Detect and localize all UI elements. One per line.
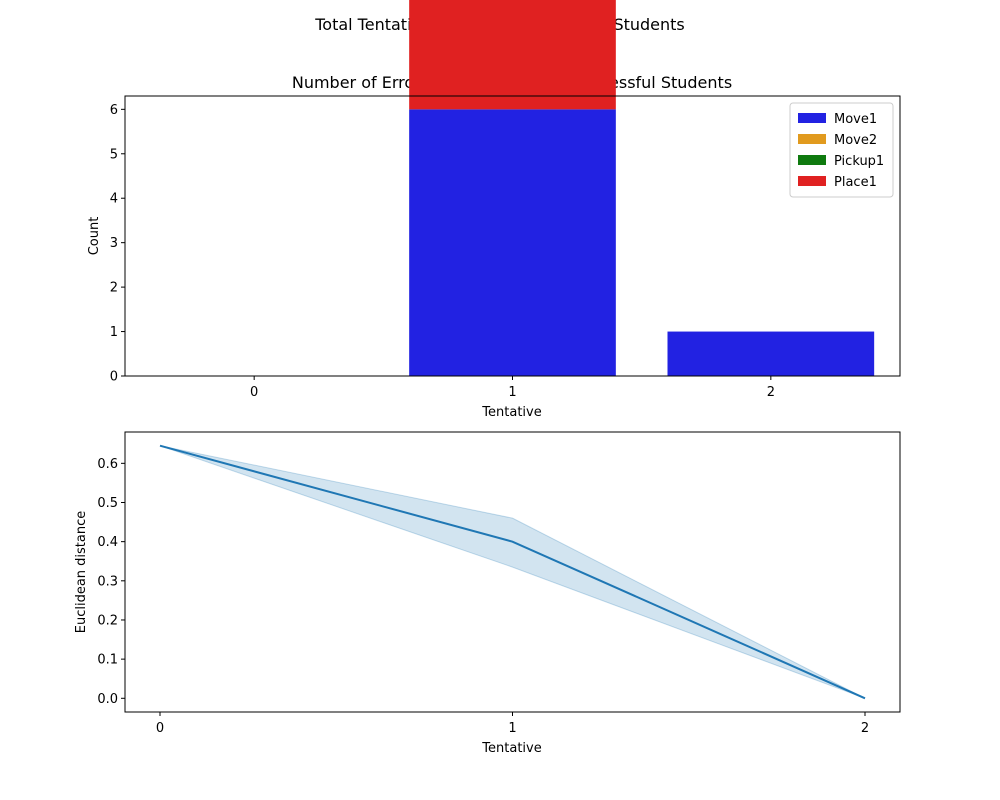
y-tick-label: 0.2 xyxy=(97,613,118,628)
y-tick-label: 3 xyxy=(110,236,118,251)
bar-place1-1 xyxy=(409,0,616,110)
legend-label-pickup1: Pickup1 xyxy=(834,154,884,169)
bar-chart-legend: Move1 Move2 Pickup1 Place1 xyxy=(789,102,894,198)
y-tick-label: 0 xyxy=(110,370,118,385)
bar-chart-frame xyxy=(124,95,901,377)
legend-box xyxy=(789,102,894,198)
y-tick-label: 0.5 xyxy=(97,496,118,511)
x-tick-label: 0 xyxy=(250,385,258,400)
line-chart-series xyxy=(159,444,866,700)
legend-label-move2: Move2 xyxy=(834,133,877,148)
y-tick-label: 0.6 xyxy=(97,457,118,472)
legend-swatch-move2 xyxy=(798,134,826,144)
bar-move1-1 xyxy=(409,109,616,376)
y-tick-label: 0.4 xyxy=(97,535,118,550)
line-chart-y-axis-label: Euclidean distance xyxy=(74,511,89,634)
bar-chart-y-ticks: 0 1 2 3 4 5 6 xyxy=(110,103,125,385)
legend-label-move1: Move1 xyxy=(834,112,877,127)
legend-swatch-pickup1 xyxy=(798,155,826,165)
line-chart-y-ticks: 0.0 0.1 0.2 0.3 0.4 0.5 0.6 xyxy=(97,457,125,707)
line-chart: 0.0 0.1 0.2 0.3 0.4 0.5 0.6 0 1 2 Tentative Eucl… xyxy=(74,431,901,756)
bar-chart-x-ticks: 0 1 2 xyxy=(250,376,775,400)
y-tick-label: 0.3 xyxy=(97,574,118,589)
x-tick-label: 1 xyxy=(508,721,516,736)
legend-label-place1: Place1 xyxy=(834,175,877,190)
y-tick-label: 0.0 xyxy=(97,692,118,707)
line-chart-confidence-band xyxy=(159,445,866,699)
series-line xyxy=(159,444,866,700)
x-tick-label: 0 xyxy=(156,721,164,736)
y-tick-label: 6 xyxy=(110,103,118,118)
bar-chart-x-axis-label: Tentative xyxy=(481,405,541,420)
line-chart-x-ticks: 0 1 2 xyxy=(156,712,869,736)
x-tick-label: 2 xyxy=(767,385,775,400)
y-tick-label: 2 xyxy=(110,281,118,296)
bar-chart-bars xyxy=(409,0,875,376)
bar-move1-2 xyxy=(667,331,875,376)
x-tick-label: 1 xyxy=(508,385,516,400)
legend-swatch-place1 xyxy=(798,176,826,186)
y-tick-label: 0.1 xyxy=(97,653,118,668)
bar-chart-y-axis-label: Count xyxy=(87,217,102,256)
line-chart-frame xyxy=(124,431,901,713)
y-tick-label: 5 xyxy=(110,147,118,162)
line-chart-x-axis-label: Tentative xyxy=(481,741,541,756)
confidence-band xyxy=(159,445,866,699)
x-tick-label: 2 xyxy=(861,721,869,736)
bar-chart: Number of Errors per Tentative for Succe… xyxy=(87,0,901,420)
y-tick-label: 4 xyxy=(110,192,118,207)
y-tick-label: 1 xyxy=(110,325,118,340)
legend-swatch-move1 xyxy=(798,113,826,123)
